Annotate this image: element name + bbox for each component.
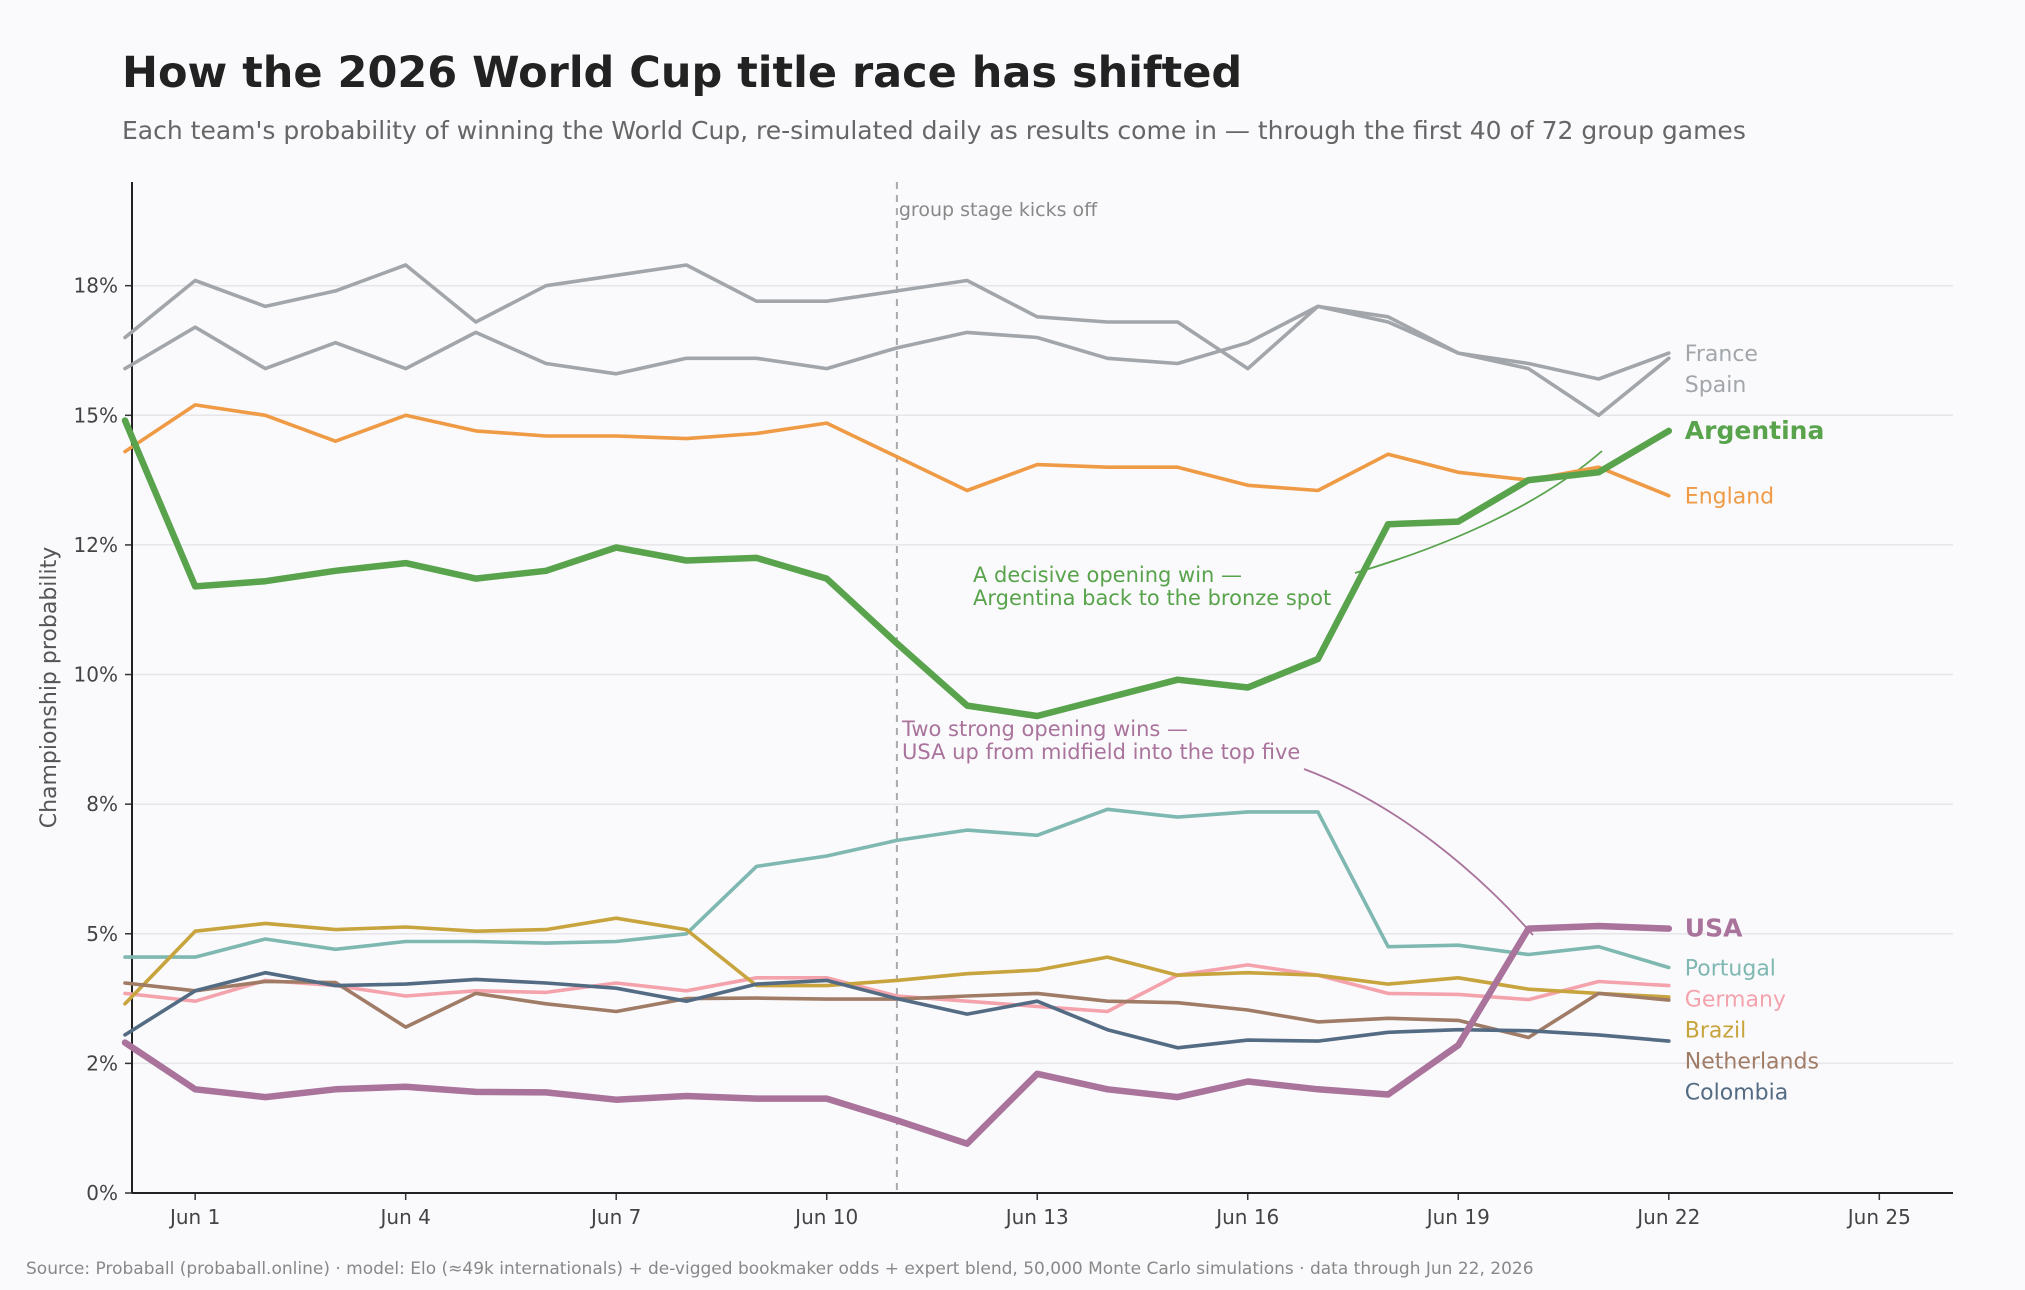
series-line-colombia [123, 970, 1671, 1050]
y-tick-label: 0% [86, 1181, 118, 1205]
series-labels: France Spain Argentina England USA Portugal Ge… [1685, 342, 1825, 1105]
x-tick-label: Jun 25 [1846, 1205, 1911, 1229]
series-line-portugal [123, 807, 1671, 970]
y-tick-label: 12% [74, 533, 118, 557]
series-label-spain: Spain [1685, 373, 1746, 398]
gridlines [132, 284, 1953, 1065]
x-tick-label: Jun 16 [1214, 1205, 1279, 1229]
x-tick-label: Jun 1 [168, 1205, 220, 1229]
axes: 0% 2% 5% 8% 10% 12% 15% 18% Jun 1 Jun 4 Jun 7 Jun 1… [37, 182, 1953, 1229]
annotations: group stage kicks off A decisive opening … [895, 182, 1603, 1193]
chart-subtitle: Each team's probability of winning the W… [122, 116, 1746, 145]
annotation-argentina: A decisive opening win — [973, 563, 1242, 587]
series-line-england [123, 403, 1671, 498]
y-tick-label: 8% [86, 792, 118, 816]
annotation-group-stage: group stage kicks off [899, 199, 1098, 221]
x-tick-label: Jun 22 [1635, 1205, 1700, 1229]
x-tick-label: Jun 10 [793, 1205, 858, 1229]
x-tick-label: Jun 13 [1004, 1205, 1069, 1229]
series-line-argentina [121, 417, 1673, 720]
y-tick-label: 2% [86, 1051, 118, 1075]
series-line-france [123, 304, 1671, 381]
series-label-germany: Germany [1685, 987, 1786, 1012]
source-note: Source: Probaball (probaball.online) · m… [26, 1259, 1534, 1279]
series-label-brazil: Brazil [1685, 1018, 1746, 1043]
annotation-argentina: Argentina back to the bronze spot [973, 586, 1331, 610]
series-line-germany [123, 963, 1671, 1014]
annotation-usa: Two strong opening wins — [901, 717, 1188, 741]
series-label-argentina: Argentina [1685, 416, 1825, 445]
series-line-spain [123, 263, 1671, 418]
x-tick-label: Jun 7 [589, 1205, 641, 1229]
series-label-portugal: Portugal [1685, 956, 1776, 981]
series-line-brazil [123, 916, 1671, 1006]
series-label-netherlands: Netherlands [1685, 1049, 1819, 1074]
x-tick-label: Jun 19 [1425, 1205, 1490, 1229]
series-label-england: England [1685, 485, 1774, 510]
y-tick-label: 5% [86, 922, 118, 946]
y-tick-label: 10% [74, 663, 118, 687]
annotation-arrow-usa [1303, 768, 1534, 936]
y-tick-label: 15% [74, 403, 118, 427]
x-tick-label: Jun 4 [379, 1205, 431, 1229]
series-label-colombia: Colombia [1685, 1080, 1788, 1105]
series-label-usa: USA [1685, 914, 1743, 943]
series-label-france: France [1685, 342, 1758, 367]
y-tick-label: 18% [74, 274, 118, 298]
series-line-usa [121, 922, 1673, 1147]
annotation-usa: USA up from midfield into the top five [902, 740, 1300, 764]
y-axis-label: Championship probability [37, 547, 62, 829]
chart-title: How the 2026 World Cup title race has sh… [122, 48, 1243, 98]
series-lines [121, 263, 1673, 1147]
